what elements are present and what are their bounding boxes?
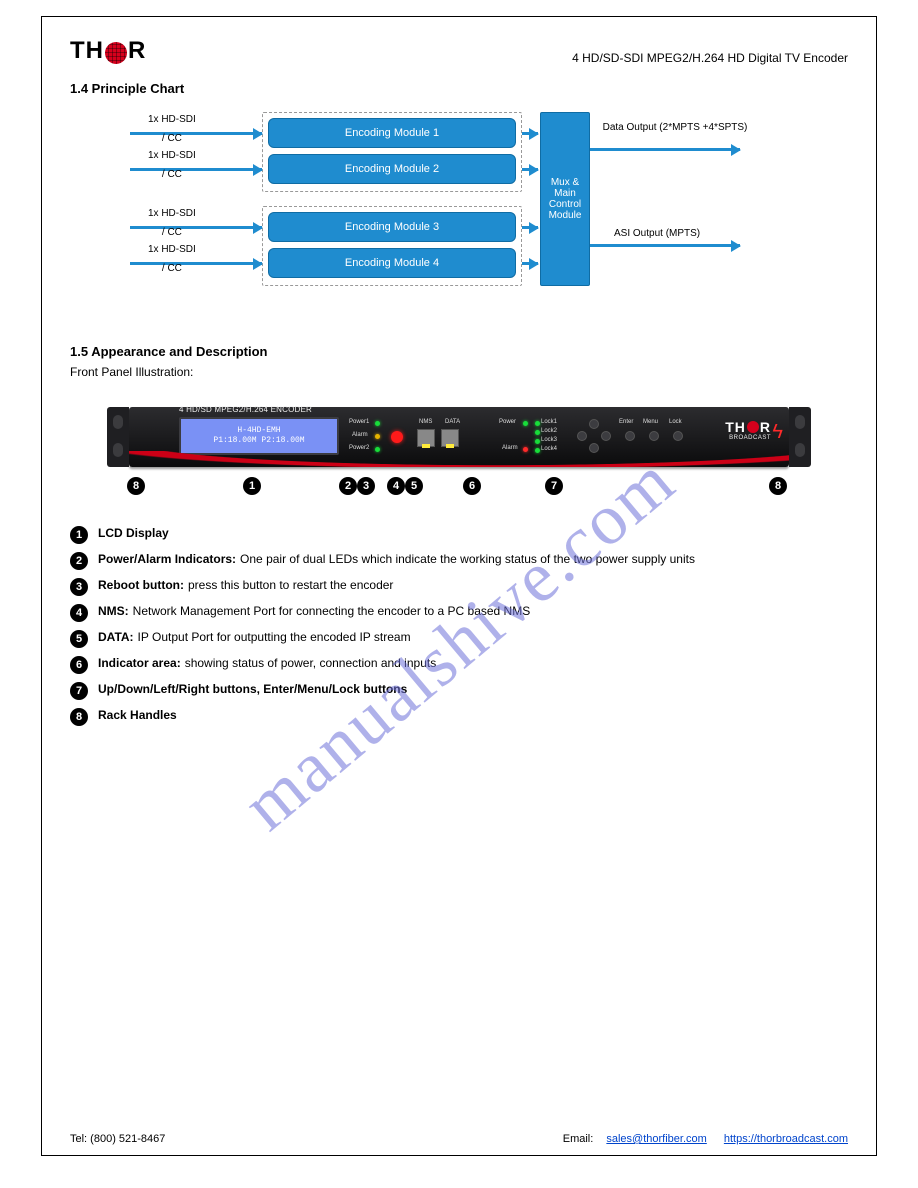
callout-8a: 8 — [127, 477, 145, 495]
reboot-button[interactable] — [391, 431, 403, 443]
lock-label: Lock — [669, 419, 682, 425]
nms-port[interactable] — [417, 429, 435, 447]
in-label-1: 1x HD-SDI/ CC — [148, 114, 196, 136]
power1-label: Power1 — [349, 419, 369, 425]
legend-row: 7Up/Down/Left/Right buttons, Enter/Menu/… — [70, 681, 848, 700]
enc-block-1: Encoding Module 1 — [268, 118, 516, 148]
left-button[interactable] — [577, 431, 587, 441]
panel-subtitle: Front Panel Illustration: — [70, 365, 848, 379]
alarm2-label: Alarm — [502, 445, 518, 451]
lock1-led — [535, 421, 540, 426]
enc-block-4: Encoding Module 4 — [268, 248, 516, 278]
site-link[interactable]: https://thorbroadcast.com — [724, 1133, 848, 1145]
footer: Tel: (800) 521-8467 Email: sales@thorfib… — [70, 1133, 848, 1145]
in-label-3: 1x HD-SDI/ CC — [148, 208, 196, 230]
callout-6: 6 — [463, 477, 481, 495]
legend-row: 8Rack Handles — [70, 707, 848, 726]
legend-row: 3Reboot button: press this button to res… — [70, 577, 848, 596]
email-link[interactable]: sales@thorfiber.com — [606, 1133, 706, 1145]
menu-label: Menu — [643, 419, 658, 425]
arrow-mid-3 — [522, 226, 538, 229]
right-button[interactable] — [601, 431, 611, 441]
globe-icon — [105, 42, 127, 64]
alarm-led — [375, 434, 380, 439]
power-led — [523, 421, 528, 426]
power2-label: Power2 — [349, 445, 369, 451]
header-title: 4 HD/SD-SDI MPEG2/H.264 HD Digital TV En… — [70, 51, 848, 65]
lock3-led — [535, 439, 540, 444]
email-label: Email: — [563, 1133, 597, 1145]
callout-2: 2 — [339, 477, 357, 495]
out-label-2: ASI Output (MPTS) — [614, 228, 700, 239]
power1-led — [375, 421, 380, 426]
section-flow-title: 1.4 Principle Chart — [70, 81, 848, 96]
lock2-label: Lock2 — [541, 428, 557, 434]
arrow-out-1 — [590, 148, 740, 151]
lock4-led — [535, 448, 540, 453]
lock1-label: Lock1 — [541, 419, 557, 425]
device-brand: THR — [725, 419, 771, 435]
callout-4: 4 — [387, 477, 405, 495]
lcd-display: H-4HD-EMH P1:18.00M P2:18.00M — [179, 417, 339, 455]
lcd-line-1: H-4HD-EMH — [237, 426, 280, 436]
arrow-mid-1 — [522, 132, 538, 135]
logo-text-2: R — [128, 37, 146, 65]
mux-block: Mux & Main Control Module — [540, 112, 590, 286]
callouts-row: 8 1 2 3 4 5 6 7 8 — [129, 477, 789, 503]
in-label-2: 1x HD-SDI/ CC — [148, 150, 196, 172]
up-button[interactable] — [589, 419, 599, 429]
data-label: DATA — [445, 419, 460, 425]
lcd-line-2: P1:18.00M P2:18.00M — [213, 436, 304, 446]
callout-1: 1 — [243, 477, 261, 495]
lock-button[interactable] — [673, 431, 683, 441]
nms-label: NMS — [419, 419, 432, 425]
legend-row: 2Power/Alarm Indicators: One pair of dua… — [70, 551, 848, 570]
callout-3: 3 — [357, 477, 375, 495]
down-button[interactable] — [589, 443, 599, 453]
rack-handle-right — [789, 407, 811, 467]
page: TH R 4 HD/SD-SDI MPEG2/H.264 HD Digital … — [41, 16, 877, 1156]
legend-row: 5DATA: IP Output Port for outputting the… — [70, 629, 848, 648]
brand-logo: TH R — [70, 37, 146, 65]
section-panel-title: 1.5 Appearance and Description — [70, 344, 848, 359]
legend-row: 1LCD Display — [70, 525, 848, 544]
in-label-4: 1x HD-SDI/ CC — [148, 244, 196, 266]
callout-5: 5 — [405, 477, 423, 495]
enc-block-2: Encoding Module 2 — [268, 154, 516, 184]
power-label: Power — [499, 419, 516, 425]
enter-button[interactable] — [625, 431, 635, 441]
alarm2-led — [523, 447, 528, 452]
lock4-label: Lock4 — [541, 446, 557, 452]
arrow-mid-2 — [522, 168, 538, 171]
legend: 1LCD Display 2Power/Alarm Indicators: On… — [70, 525, 848, 726]
device-body: 4 HD/SD MPEG2/H.264 ENCODER H-4HD-EMH P1… — [129, 407, 789, 467]
power2-led — [375, 447, 380, 452]
out-label-1: Data Output (2*MPTS +4*SPTS) — [600, 122, 750, 133]
logo-text-1: TH — [70, 37, 104, 65]
device-title: 4 HD/SD MPEG2/H.264 ENCODER — [179, 405, 312, 414]
flow-diagram: Encoding Module 1 Encoding Module 2 Enco… — [70, 108, 848, 328]
footer-tel: Tel: (800) 521-8467 — [70, 1133, 165, 1145]
rack-handle-left — [107, 407, 129, 467]
enc-block-3: Encoding Module 3 — [268, 212, 516, 242]
callout-7: 7 — [545, 477, 563, 495]
callout-8b: 8 — [769, 477, 787, 495]
legend-row: 6Indicator area: showing status of power… — [70, 655, 848, 674]
enter-label: Enter — [619, 419, 633, 425]
legend-row: 4NMS: Network Management Port for connec… — [70, 603, 848, 622]
device-panel: 4 HD/SD MPEG2/H.264 ENCODER H-4HD-EMH P1… — [70, 407, 848, 503]
data-port[interactable] — [441, 429, 459, 447]
arrow-mid-4 — [522, 262, 538, 265]
footer-links: Email: sales@thorfiber.com https://thorb… — [559, 1133, 848, 1145]
arrow-out-2 — [590, 244, 740, 247]
bolt-icon: ϟ — [772, 421, 783, 444]
lock3-label: Lock3 — [541, 437, 557, 443]
alarm-label: Alarm — [352, 432, 368, 438]
device-brand-sub: BROADCAST — [729, 435, 771, 441]
menu-button[interactable] — [649, 431, 659, 441]
lock2-led — [535, 430, 540, 435]
